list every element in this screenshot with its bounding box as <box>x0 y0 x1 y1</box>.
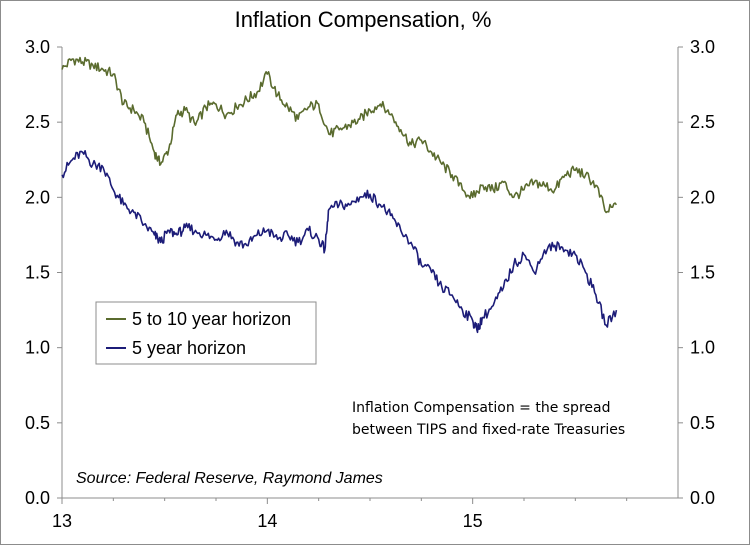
annotation-line-2: between TIPS and fixed-rate Treasuries <box>352 422 625 438</box>
series-layer <box>61 56 618 334</box>
x-tick-label: 15 <box>463 511 483 531</box>
y-tick-label-right: 0.5 <box>690 413 715 433</box>
y-tick-label-left: 3.0 <box>25 37 50 57</box>
series-line-2 <box>61 150 618 334</box>
legend-label-series-1: 5 to 10 year horizon <box>132 309 291 329</box>
source-note: Source: Federal Reserve, Raymond James <box>76 470 383 487</box>
x-tick-label: 14 <box>257 511 277 531</box>
axes: 0.0 0.0 0.5 0.5 1.0 1.0 1.5 1.5 2.0 2.0 2.5 2.5 3.0 3… <box>25 37 715 531</box>
y-tick-label-right: 2.5 <box>690 112 715 132</box>
y-tick-label-left: 0.5 <box>25 413 50 433</box>
y-tick-label-right: 1.5 <box>690 263 715 283</box>
x-tick-label: 13 <box>52 511 72 531</box>
legend-label-series-2: 5 year horizon <box>132 338 246 358</box>
y-tick-label-right: 0.0 <box>690 488 715 508</box>
series-line-1 <box>61 56 618 214</box>
y-tick-label-left: 1.5 <box>25 263 50 283</box>
legend: 5 to 10 year horizon 5 year horizon <box>95 301 317 365</box>
y-tick-label-right: 1.0 <box>690 338 715 358</box>
legend-box <box>95 301 317 365</box>
y-tick-label-left: 1.0 <box>25 338 50 358</box>
y-tick-label-left: 2.5 <box>25 112 50 132</box>
annotation-line-1: Inflation Compensation = the spread <box>352 400 610 416</box>
y-tick-label-left: 2.0 <box>25 187 50 207</box>
y-tick-label-right: 3.0 <box>690 37 715 57</box>
y-tick-label-left: 0.0 <box>25 488 50 508</box>
y-tick-label-right: 2.0 <box>690 187 715 207</box>
chart-title: Inflation Compensation, % <box>235 7 492 32</box>
